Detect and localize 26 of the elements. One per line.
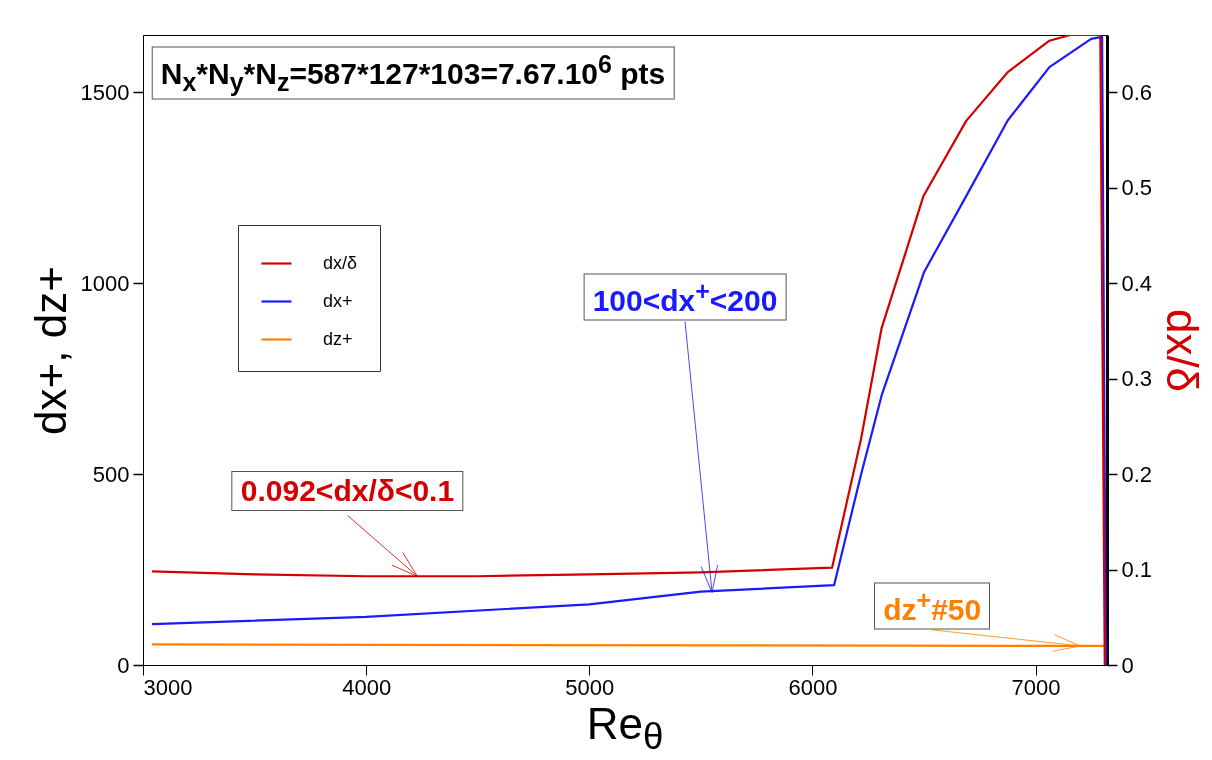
x-tick-label: 6000 [788, 674, 838, 700]
y2-tick-label: 0.1 [1121, 557, 1153, 583]
y-tick-label: 1500 [80, 79, 130, 105]
y2-tick-label: 0.6 [1121, 79, 1153, 105]
text: N$_{x}$*N$_{y}$*N$_{z}$=587*127*103=7.67.10$^{6}$ pts [160, 49, 666, 96]
legend-label: dz+ [323, 328, 353, 349]
y-tick-label: 0 [117, 652, 130, 678]
y-tick-label: 1000 [80, 270, 130, 296]
y2-tick-label: 0.3 [1121, 366, 1153, 392]
y-tick-label: 500 [92, 461, 130, 487]
annotation: 0.092<dx/δ<0.1 [231, 471, 464, 512]
x-tick-label: 5000 [565, 674, 615, 700]
legend-label: dx+ [323, 290, 353, 311]
y2-tick-label: 0.5 [1121, 175, 1153, 201]
x-tick-label: 7000 [1011, 674, 1061, 700]
x-tick-label: 3000 [143, 674, 193, 700]
y2-tick-label: 0.2 [1121, 461, 1153, 487]
legend-label: dx/δ [323, 252, 358, 273]
x-tick-label: 4000 [342, 674, 392, 700]
annotation: dz$^{+}$#50 [874, 582, 991, 630]
x-axis-title: Re$_{θ}$ [586, 699, 664, 758]
y2-axis-title: dx/δ [1158, 308, 1208, 393]
y2-tick-label: 0.4 [1121, 270, 1153, 296]
y-axis-title: dx+, dz+ [25, 266, 75, 435]
y2-tick-label: 0 [1121, 652, 1134, 678]
annotation: 100<dx$^{+}$<200 [583, 273, 787, 321]
